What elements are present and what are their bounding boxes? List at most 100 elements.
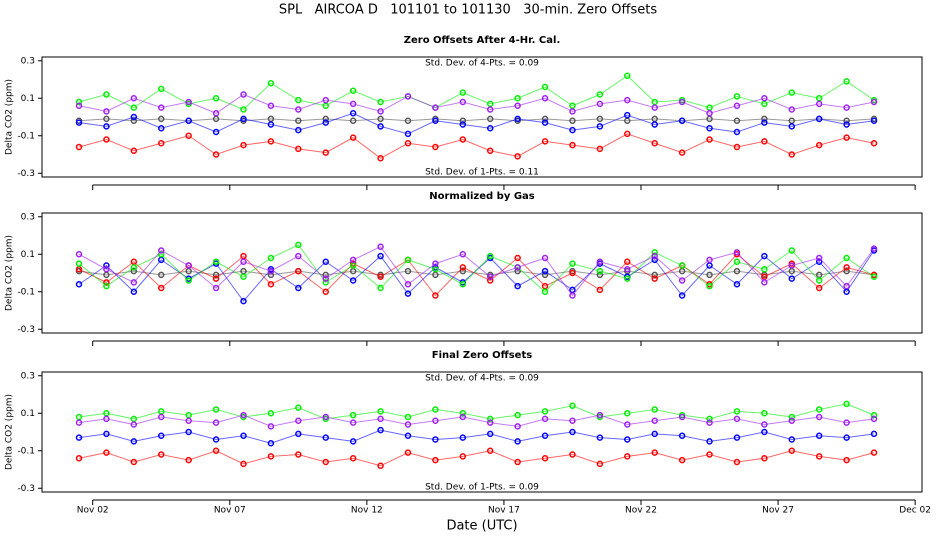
data-point [75, 434, 83, 441]
data-point [158, 140, 165, 147]
data-point [541, 432, 549, 439]
data-point [486, 125, 494, 132]
data-point [75, 119, 83, 126]
data-point [541, 271, 549, 279]
plot-frame [41, 371, 923, 493]
data-point [432, 143, 439, 151]
data-point [404, 140, 412, 147]
data-point [349, 134, 357, 141]
data-point [569, 269, 576, 277]
data-point [75, 455, 83, 462]
data-point [267, 102, 275, 109]
data-point [541, 83, 549, 91]
data-point [486, 106, 494, 113]
data-point [404, 267, 412, 275]
data-point [377, 155, 384, 162]
data-point [130, 421, 138, 428]
y-tick-label: -0.3 [17, 169, 35, 179]
data-point [596, 123, 604, 130]
data-point [733, 408, 741, 415]
data-point [295, 241, 302, 249]
data-point [514, 254, 521, 262]
data-point [651, 252, 658, 260]
data-point [130, 104, 138, 111]
data-point [377, 252, 384, 260]
series-line [78, 414, 875, 427]
data-point [212, 419, 220, 426]
data-point [459, 89, 467, 96]
data-point [870, 449, 878, 456]
data-point [377, 115, 384, 123]
y-tick-label: -0.1 [17, 446, 35, 456]
data-point [185, 117, 192, 124]
series-line [78, 112, 875, 135]
data-point [678, 98, 686, 106]
data-point [486, 419, 494, 426]
data-point [733, 143, 741, 151]
annotation: Std. Dev. of 4-Pts. = 0.09 [425, 59, 539, 69]
data-point [130, 117, 138, 124]
data-point [486, 115, 494, 123]
data-point [486, 273, 494, 280]
data-point [678, 262, 686, 269]
data-point [349, 277, 357, 284]
data-point [404, 281, 412, 288]
data-point [788, 106, 796, 113]
data-point [514, 438, 521, 445]
data-point [75, 143, 83, 151]
data-point [103, 279, 110, 286]
data-point [103, 266, 110, 273]
x-tick-label: Dec 02 [899, 506, 931, 516]
data-point [459, 117, 467, 124]
data-point [212, 151, 220, 158]
data-point [870, 415, 878, 423]
data-point [596, 115, 604, 123]
data-point [267, 254, 275, 262]
data-point [596, 411, 604, 419]
data-point [349, 455, 357, 462]
x-tick-label: Nov 02 [77, 506, 109, 516]
data-point [103, 91, 110, 98]
data-point [295, 145, 302, 153]
data-point [459, 98, 467, 106]
data-point [733, 415, 741, 423]
data-point [295, 106, 302, 113]
data-point [651, 275, 658, 282]
data-point [843, 134, 850, 141]
data-point [267, 281, 275, 288]
x-axis-label: Date (UTC) [446, 519, 517, 534]
data-point [678, 117, 686, 124]
data-point [322, 149, 329, 156]
data-point [158, 115, 165, 123]
data-point [870, 411, 878, 419]
data-point [815, 284, 823, 292]
x-tick-label: Nov 27 [762, 506, 794, 516]
data-point [569, 126, 576, 134]
data-point [322, 288, 329, 295]
x-tick-label: Nov 17 [488, 506, 520, 516]
data-point [624, 421, 631, 428]
data-point [569, 402, 576, 409]
data-point [733, 434, 741, 441]
data-point [158, 451, 165, 458]
data-point [295, 404, 302, 411]
data-point [349, 419, 357, 426]
data-point [761, 455, 768, 462]
data-point [761, 119, 768, 126]
data-point [267, 453, 275, 460]
series-line [78, 75, 875, 111]
data-point [459, 121, 467, 128]
data-point [404, 256, 412, 264]
data-point [706, 451, 713, 458]
data-point [377, 123, 384, 130]
data-point [158, 85, 165, 93]
data-point [158, 432, 165, 439]
data-point [75, 102, 83, 109]
data-point [240, 106, 247, 113]
data-point [569, 117, 576, 124]
data-point [185, 277, 192, 284]
data-point [103, 136, 110, 143]
data-point [75, 251, 83, 258]
y-tick-label: -0.3 [17, 325, 35, 335]
